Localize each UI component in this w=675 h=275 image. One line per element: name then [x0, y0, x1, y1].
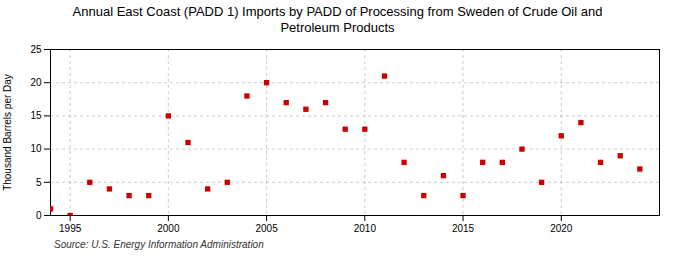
svg-text:2020: 2020: [550, 222, 573, 233]
svg-text:2000: 2000: [157, 222, 180, 233]
html-text:Annual East Coast (PADD 1) Imp: Annual East Coast (PADD 1) Imports by PA…: [72, 4, 603, 36]
svg-text:0: 0: [36, 209, 42, 220]
svg-text:Thousand Barrels per Day: Thousand Barrels per Day: [2, 74, 13, 191]
svg-text:10: 10: [30, 143, 42, 154]
svg-text:15: 15: [30, 110, 42, 121]
svg-text:5: 5: [36, 176, 42, 187]
svg-text:2015: 2015: [452, 222, 475, 233]
svg-text:25: 25: [30, 43, 42, 54]
svg-text:2010: 2010: [354, 222, 377, 233]
svg-text:20: 20: [30, 76, 42, 87]
svg-text:2005: 2005: [255, 222, 278, 233]
html-text:Source: U.S. Energy Informatio: Source: U.S. Energy Information Administ…: [54, 238, 264, 250]
svg-text:1995: 1995: [59, 222, 82, 233]
